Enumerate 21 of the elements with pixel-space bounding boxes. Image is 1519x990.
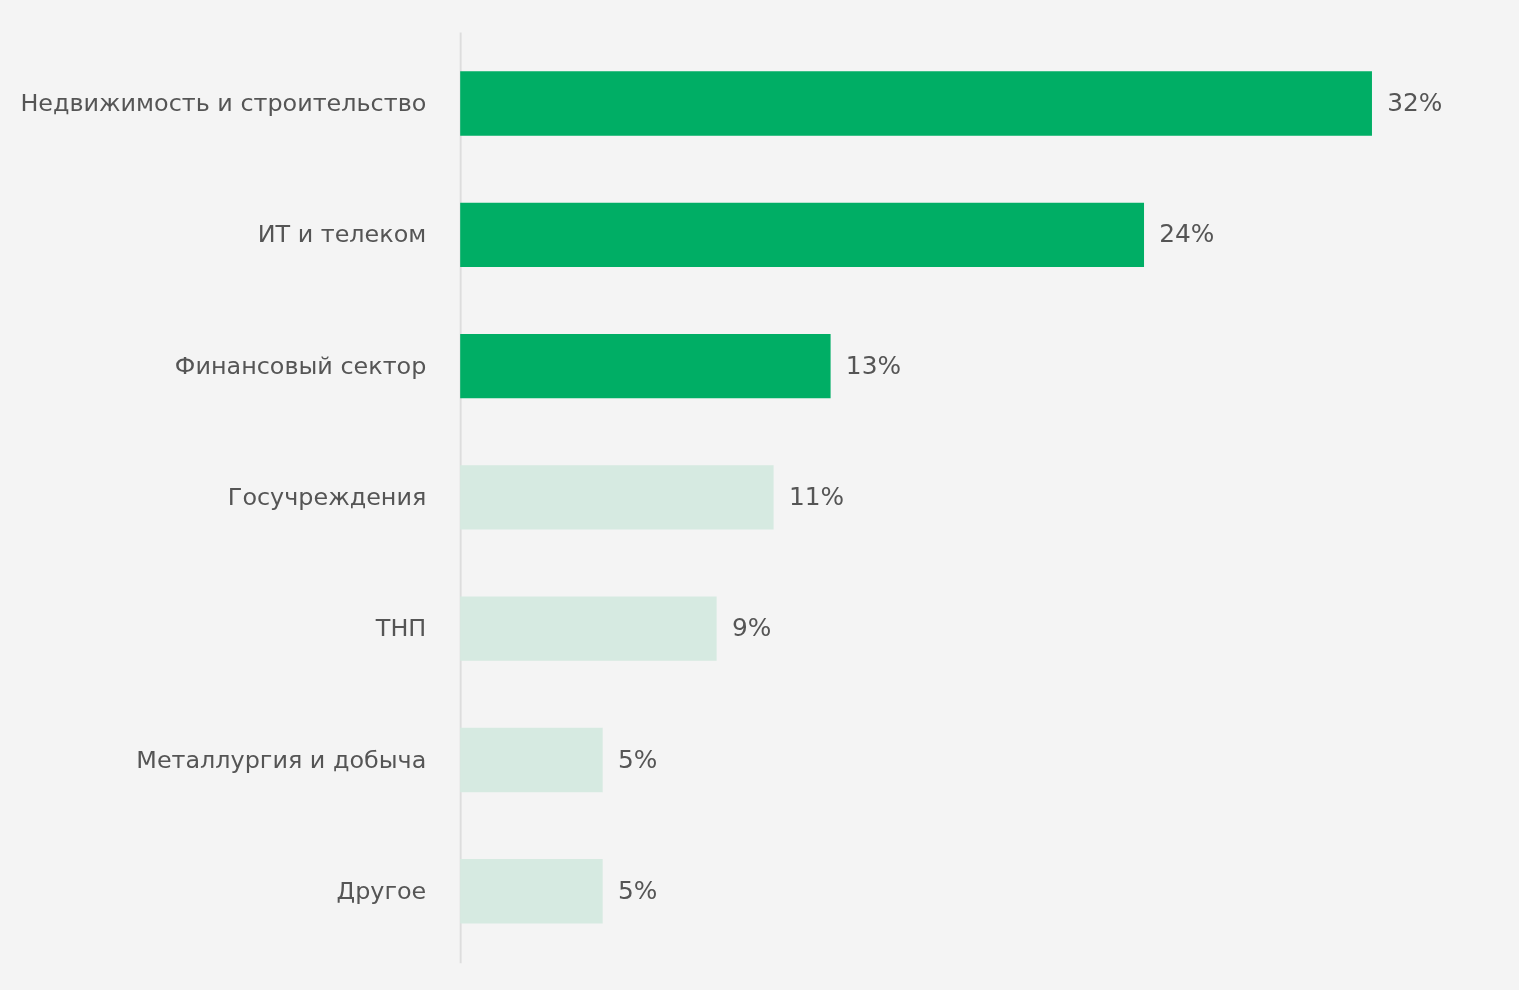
bar bbox=[460, 202, 1145, 267]
bar bbox=[460, 727, 603, 793]
bar bbox=[460, 465, 774, 530]
bar bbox=[460, 333, 831, 399]
bar bbox=[460, 859, 603, 924]
data-label: 9% bbox=[731, 613, 772, 643]
bar bbox=[460, 596, 717, 661]
bar bbox=[460, 71, 1372, 136]
y-tick-label: ИТ и телеком bbox=[257, 220, 427, 249]
y-tick-label: ТНП bbox=[374, 614, 427, 643]
y-tick-label: Госучреждения bbox=[227, 483, 427, 512]
data-label: 13% bbox=[845, 350, 902, 380]
data-label: 24% bbox=[1159, 219, 1215, 249]
y-tick-label: Недвижимость и строительство bbox=[20, 89, 427, 118]
y-tick-label: Другое bbox=[336, 876, 427, 905]
data-label: 32% bbox=[1387, 88, 1443, 118]
data-label: 5% bbox=[617, 875, 658, 905]
y-tick-label: Финансовый сектор bbox=[174, 351, 427, 380]
data-label: 11% bbox=[788, 482, 845, 512]
y-tick-label: Металлургия и добыча bbox=[136, 745, 427, 774]
data-label: 5% bbox=[617, 744, 658, 774]
